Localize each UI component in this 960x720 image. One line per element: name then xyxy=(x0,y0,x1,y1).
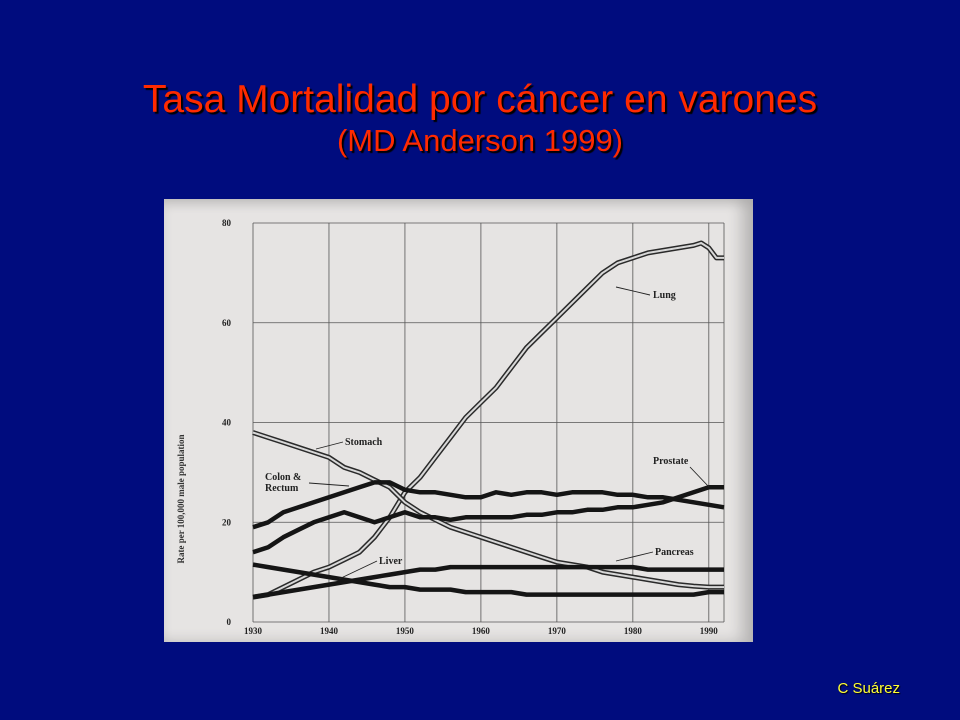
y-tick-label-60: 60 xyxy=(222,318,232,328)
series-line-prostate xyxy=(252,485,724,555)
series-label-rectum: Rectum xyxy=(265,483,299,494)
series-label-stomach: Stomach xyxy=(345,437,383,448)
y-tick-label-20: 20 xyxy=(222,517,232,527)
series-line-stomach xyxy=(252,430,724,590)
series-line-lung xyxy=(252,240,724,600)
slide-title: Tasa Mortalidad por cáncer en varones (M… xyxy=(0,78,960,160)
y-tick-label-80: 80 xyxy=(222,218,232,228)
series-label-liver: Liver xyxy=(379,556,403,567)
series-line-liver xyxy=(252,562,724,597)
chart-series-labels: Lung Stomach Colon & Rectum Prostate Pan… xyxy=(265,290,694,567)
x-tick-label-1950: 1950 xyxy=(396,626,415,636)
leader-line-colon xyxy=(308,482,350,487)
series-label-lung: Lung xyxy=(653,290,676,301)
x-tick-label-1960: 1960 xyxy=(472,626,491,636)
y-tick-label-0: 0 xyxy=(227,617,232,627)
chart-series xyxy=(252,240,725,600)
x-tick-label-1970: 1970 xyxy=(548,626,567,636)
chart-axes: 1930 1940 1950 1960 1970 1980 1990 0 20 40 60 80 xyxy=(222,218,718,636)
leader-line-pancreas xyxy=(615,551,654,562)
x-tick-label-1980: 1980 xyxy=(624,626,643,636)
author-credit: C Suárez xyxy=(837,680,900,697)
x-tick-label-1990: 1990 xyxy=(700,626,719,636)
leader-line-lung xyxy=(615,286,651,296)
mortality-line-chart: 1930 1940 1950 1960 1970 1980 1990 0 20 40 60 80 Ra… xyxy=(176,218,725,636)
x-tick-label-1930: 1930 xyxy=(244,626,263,636)
chart-label-leaders xyxy=(308,286,710,580)
y-axis-label-group: Rate per 100,000 male population xyxy=(176,434,186,563)
series-label-prostate: Prostate xyxy=(653,456,689,467)
y-tick-label-40: 40 xyxy=(222,418,232,428)
series-label-colon: Colon & xyxy=(265,472,301,483)
x-tick-label-1940: 1940 xyxy=(320,626,339,636)
series-line-pancreas xyxy=(252,564,724,600)
y-axis-label: Rate per 100,000 male population xyxy=(176,434,186,563)
slide-title-main: Tasa Mortalidad por cáncer en varones xyxy=(142,78,818,121)
series-label-pancreas: Pancreas xyxy=(655,547,694,558)
leader-line-liver xyxy=(338,560,378,580)
leader-line-prostate xyxy=(689,466,710,488)
leader-line-stomach xyxy=(315,441,344,450)
slide-title-source: (MD Anderson 1999) xyxy=(336,123,624,158)
series-line-lung-core xyxy=(252,242,724,599)
chart-figure: 1930 1940 1950 1960 1970 1980 1990 0 20 40 60 80 Ra… xyxy=(164,199,753,642)
series-line-colon-rectum xyxy=(252,480,725,530)
series-line-stomach-core xyxy=(252,431,724,589)
chart-grid xyxy=(252,222,725,623)
